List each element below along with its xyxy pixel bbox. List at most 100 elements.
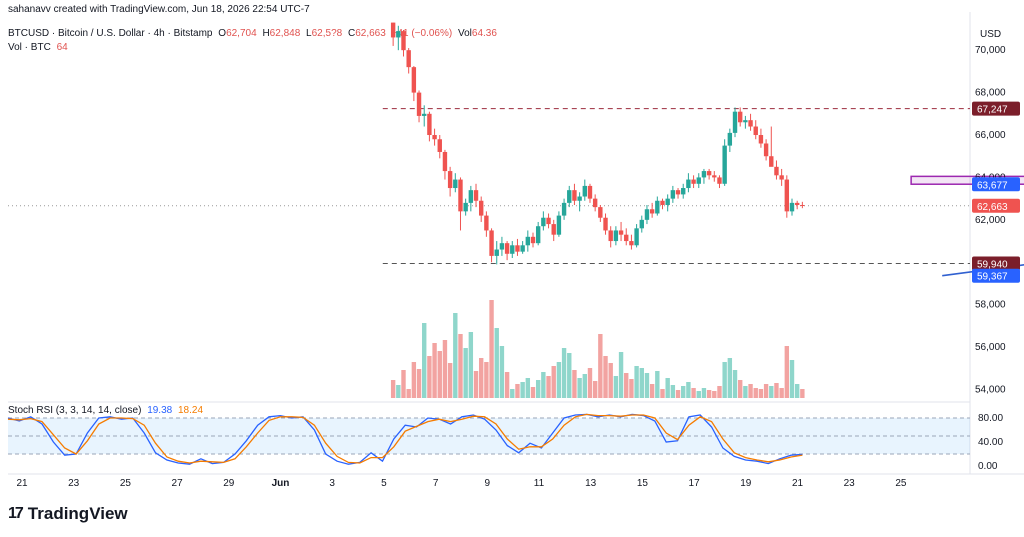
candle-body [644,209,650,220]
volume-bar [774,383,779,398]
volume-bar [504,372,510,398]
volume-bar [401,370,406,398]
candle-body [561,202,567,216]
volume-bar [784,346,790,398]
volume-bar [675,390,681,398]
price-tick-label: 56,000 [975,342,1006,353]
candle-body [406,50,411,68]
time-tick-label: 17 [689,478,701,489]
volume-bar [468,332,474,398]
attribution-text: sahanavv created with TradingView.com, J… [8,4,310,15]
symbol-name: BTCUSD · Bitcoin / U.S. Dollar · 4h · Bi… [8,28,213,39]
candle-body [437,139,442,152]
candle-body [546,217,551,225]
volume-bar [665,378,670,398]
candle-body [411,67,417,93]
low-label: L [306,28,312,39]
candle-body [515,245,520,252]
stoch-legend: Stoch RSI (3, 3, 14, 14, close) 19.38 18… [8,405,206,416]
candle-body [763,143,769,157]
candle-body [427,113,432,136]
volume-bar [479,358,484,398]
candle-body [779,175,784,180]
volume-bar [484,362,489,398]
candle-body [535,226,541,244]
candle-body [499,243,505,250]
volume-bar [458,334,463,398]
volume-bar [406,389,411,398]
price-tag-label: 59,940 [977,260,1008,271]
volume-bar [696,391,701,398]
candle-body [598,207,603,218]
volume-bar [629,379,634,398]
volume-bar [561,348,567,398]
tradingview-logo-text: TradingView [27,504,128,523]
volume-bar [453,313,458,398]
time-tick-label: 27 [172,478,184,489]
time-tick-label: 21 [792,478,804,489]
price-tag-label: 63,677 [977,180,1008,191]
volume-legend: Vol · BTC 64 [8,42,71,53]
high-label: H [262,28,270,39]
volume-bar [556,362,562,398]
volume-bar [691,388,696,398]
candle-body [639,219,644,229]
volume-bar [489,300,494,398]
time-tick-label: 13 [585,478,597,489]
candle-body [551,224,556,235]
currency-label: USD [980,29,1001,40]
volume-bar [510,389,515,398]
price-tick-label: 70,000 [975,45,1006,56]
time-tick-label: 11 [534,478,545,489]
stoch-tick-label: 40.00 [978,437,1003,448]
volume-bar [494,328,499,398]
candle-body [401,31,406,51]
volume-bar [411,362,417,398]
candle-body [784,179,790,212]
candle-body [473,190,479,201]
volume-bar [447,363,453,398]
tradingview-logo-icon: 17 [8,505,24,522]
volume-bar [442,340,448,398]
candle-body [800,205,805,206]
candle-body [447,171,453,189]
candle-body [660,200,665,205]
candle-body [706,171,712,176]
volume-bar [618,352,624,398]
candle-body [556,215,562,235]
volume-bar [499,346,505,398]
candle-body [712,175,717,178]
volume-bar [743,386,748,398]
volume-bar [572,370,577,398]
volume-bar [530,387,536,398]
price-tick-label: 54,000 [975,385,1006,396]
price-tag-label: 59,367 [977,272,1008,283]
volume-bar [624,373,629,398]
volume-bar [769,386,774,398]
volume-bar [551,366,556,398]
volume-bar [567,353,572,398]
volume-bar [422,323,427,398]
volume-bar [546,376,551,398]
candle-body [458,179,463,212]
candle-body [701,171,707,178]
stoch-d-value: 18.24 [178,405,204,416]
candle-body [649,209,655,214]
candle-body [769,156,774,167]
low-value: 62,5?8 [311,28,343,39]
candle-body [525,236,531,246]
volume-bar [582,374,587,398]
stoch-k-line [7,413,803,465]
candle-body [670,190,676,199]
price-tag [972,177,1020,192]
volume-bar [427,356,432,398]
volume-bar [763,384,769,398]
candle-body [494,249,499,256]
volume-bar [587,368,593,398]
price-tick-label: 66,000 [975,130,1006,141]
volume-bar [727,358,733,398]
volume-bar [670,385,676,398]
tradingview-logo[interactable]: 17 TradingView [8,504,128,524]
candle-body [743,120,748,123]
